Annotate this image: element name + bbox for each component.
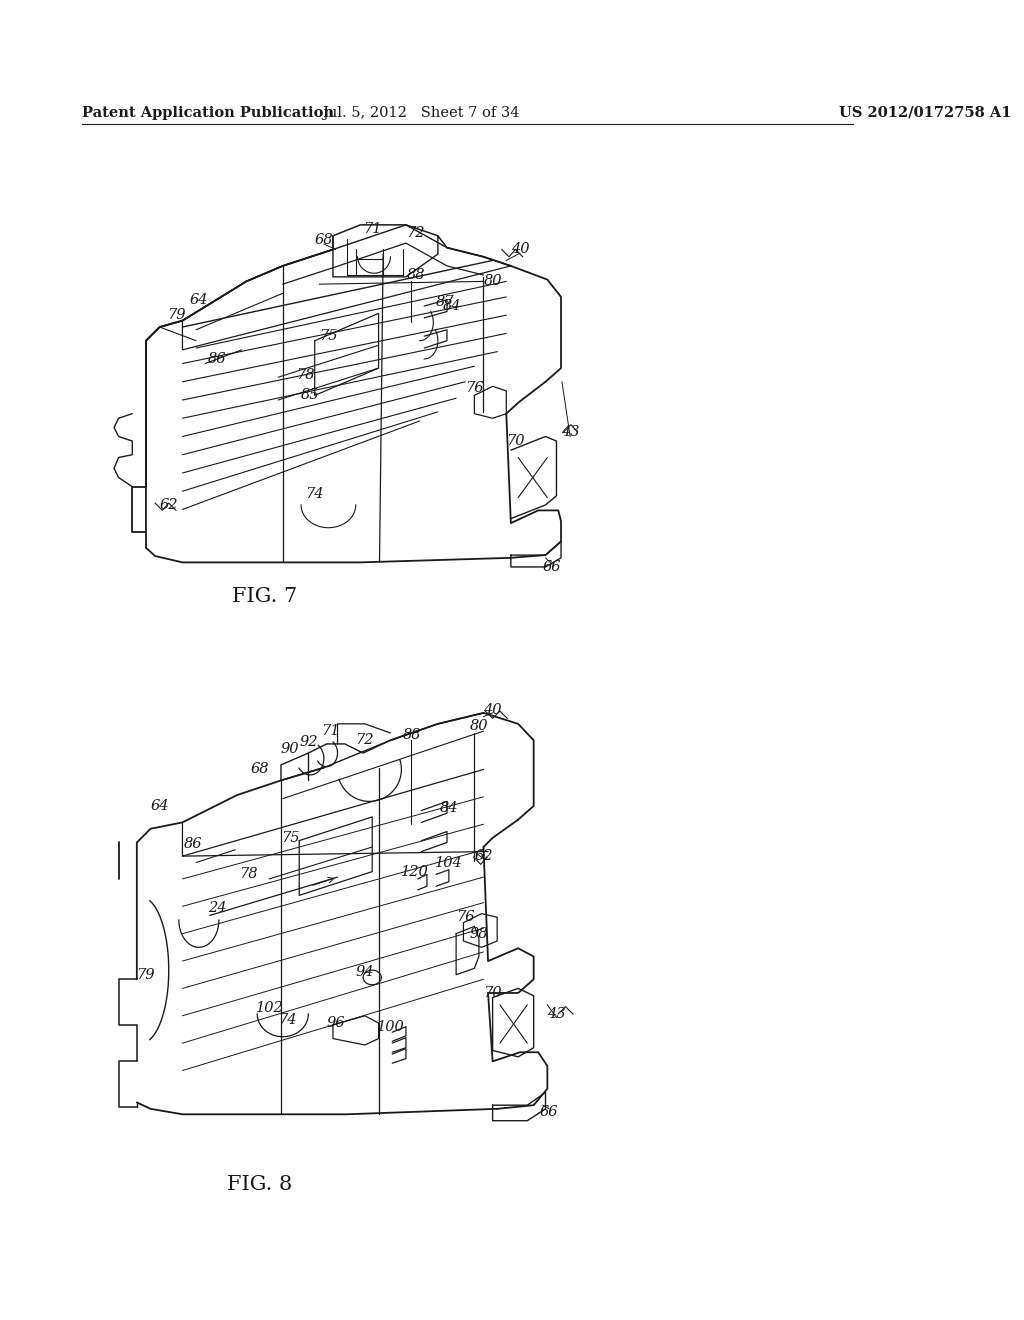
Text: FIG. 7: FIG. 7	[231, 586, 297, 606]
Text: 71: 71	[362, 222, 382, 236]
Text: Patent Application Publication: Patent Application Publication	[82, 106, 334, 120]
Text: 62: 62	[160, 498, 178, 512]
Text: 86: 86	[184, 837, 203, 851]
Text: 72: 72	[406, 226, 424, 240]
Text: 120: 120	[401, 865, 429, 879]
Text: 75: 75	[319, 329, 338, 343]
Text: 94: 94	[355, 965, 374, 979]
Text: 68: 68	[314, 234, 333, 247]
Text: 100: 100	[377, 1020, 404, 1034]
Text: 43: 43	[561, 425, 580, 440]
Text: 66: 66	[540, 1105, 558, 1118]
Text: 79: 79	[167, 308, 185, 322]
Text: 102: 102	[256, 1002, 284, 1015]
Text: 66: 66	[543, 560, 561, 574]
Text: 74: 74	[305, 487, 324, 502]
Text: 88: 88	[403, 727, 422, 742]
Text: 90: 90	[281, 742, 299, 756]
Text: 84: 84	[442, 300, 461, 313]
Text: 70: 70	[483, 986, 502, 1001]
Text: 87: 87	[436, 296, 455, 309]
Text: 80: 80	[483, 275, 502, 288]
Text: 71: 71	[321, 725, 340, 738]
Text: 98: 98	[470, 927, 488, 941]
Text: 76: 76	[465, 381, 483, 395]
Text: 76: 76	[456, 911, 474, 924]
Text: 64: 64	[189, 293, 208, 306]
Text: 80: 80	[470, 718, 488, 733]
Text: 85: 85	[301, 388, 319, 403]
Text: 40: 40	[511, 243, 529, 256]
Text: 43: 43	[547, 1007, 565, 1020]
Text: 104: 104	[435, 855, 463, 870]
Text: 24: 24	[208, 902, 226, 915]
Text: 70: 70	[506, 434, 524, 447]
Text: 78: 78	[296, 368, 314, 383]
Text: US 2012/0172758 A1: US 2012/0172758 A1	[840, 106, 1012, 120]
Text: 72: 72	[355, 734, 374, 747]
Text: 40: 40	[483, 704, 502, 717]
Text: 78: 78	[239, 867, 257, 882]
Text: 64: 64	[151, 799, 169, 813]
Text: 68: 68	[251, 763, 269, 776]
Text: 88: 88	[407, 268, 425, 282]
Text: 92: 92	[299, 735, 317, 750]
Text: FIG. 8: FIG. 8	[227, 1175, 293, 1195]
Text: 62: 62	[474, 849, 493, 863]
Text: 75: 75	[281, 830, 299, 845]
Text: 96: 96	[327, 1016, 345, 1030]
Text: 84: 84	[439, 801, 458, 814]
Text: 79: 79	[137, 968, 156, 982]
Text: 74: 74	[279, 1014, 297, 1027]
Text: Jul. 5, 2012   Sheet 7 of 34: Jul. 5, 2012 Sheet 7 of 34	[323, 106, 520, 120]
Text: 86: 86	[208, 352, 226, 366]
